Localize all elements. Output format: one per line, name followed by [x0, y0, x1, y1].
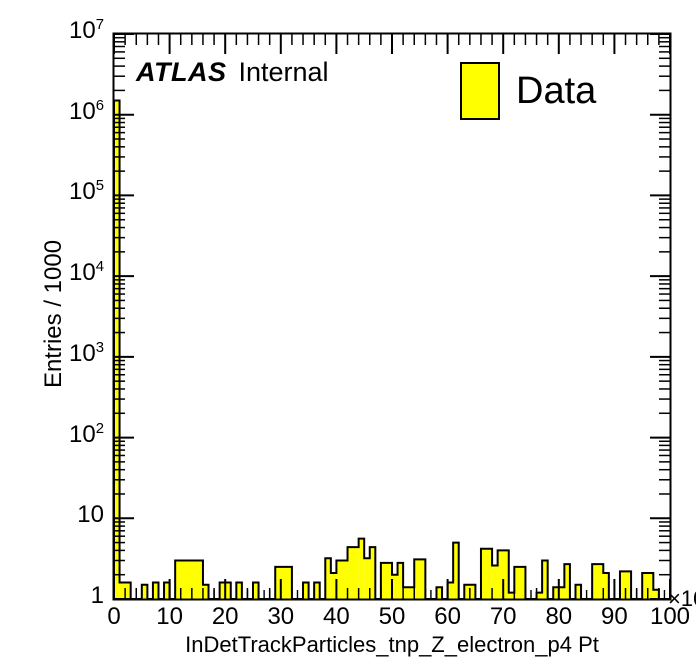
histogram-bar: [225, 582, 231, 599]
histogram-outline: [113, 99, 670, 600]
histogram-bar: [358, 538, 365, 599]
histogram-bar: [397, 562, 404, 599]
histogram-bar: [141, 584, 148, 599]
atlas-label: ATLAS: [136, 57, 227, 87]
histogram-bar: [653, 589, 659, 599]
histogram-bar: [380, 562, 392, 599]
x-exponent-base: ×10: [668, 586, 696, 611]
histogram-bar: [369, 547, 376, 599]
histogram-bar: [125, 582, 131, 599]
histogram-bar: [175, 560, 203, 599]
x-axis-exponent-label: ×103: [668, 586, 696, 612]
histogram-bar: [392, 574, 398, 599]
axis-ticks: [113, 33, 671, 600]
histogram-bar: [414, 559, 426, 599]
histogram-bar: [575, 584, 582, 599]
histogram-bar: [275, 566, 292, 599]
y-axis-title: Entries / 1000: [40, 239, 67, 389]
x-tick-label: 10: [156, 603, 183, 630]
x-tick-label: 100: [649, 603, 691, 630]
histogram-bars: [113, 99, 670, 600]
y-tick-label: 106: [69, 97, 104, 125]
histogram-bar: [497, 550, 509, 599]
histogram-bar: [303, 582, 309, 599]
atlas-watermark: ATLAS Internal: [136, 59, 329, 86]
histogram-bar: [542, 560, 548, 599]
histogram-bar: [480, 548, 493, 599]
plot-frame: [112, 32, 672, 601]
x-tick-label: 80: [545, 603, 573, 630]
histogram-bar: [236, 582, 242, 599]
histogram-bar: [514, 566, 526, 599]
histogram-bar: [603, 572, 609, 599]
histogram-bar: [536, 592, 543, 599]
x-tick-label: 50: [378, 603, 406, 630]
histogram-bar: [219, 582, 226, 599]
legend-swatch-data: [460, 62, 500, 120]
histogram-bar: [564, 564, 570, 599]
y-tick-label: 1: [90, 582, 104, 609]
histogram-bar: [164, 582, 170, 599]
histogram-bar: [114, 100, 120, 599]
histogram-bar: [453, 542, 459, 599]
x-tick-label: 30: [267, 603, 295, 630]
histogram-bar: [364, 558, 370, 599]
histogram-bar: [447, 582, 454, 599]
histogram-bar: [119, 582, 126, 599]
x-tick-label: 0: [107, 603, 121, 630]
histogram-bar: [592, 564, 604, 599]
y-tick-label: 107: [69, 17, 104, 44]
histogram-bar: [314, 582, 320, 599]
histogram-bar: [336, 560, 348, 599]
histogram-bar: [330, 572, 337, 599]
y-tick-label: 102: [69, 420, 104, 448]
histogram-bar: [492, 565, 498, 599]
y-tick-label: 10: [77, 501, 104, 529]
histogram-bar: [619, 571, 632, 599]
atlas-status-label: Internal: [238, 57, 329, 87]
legend: Data: [460, 62, 596, 120]
histogram-bar: [152, 582, 159, 599]
y-tick-label: 104: [69, 259, 104, 287]
histogram-bar: [325, 558, 331, 599]
y-tick-label: 105: [69, 178, 104, 206]
x-tick-label: 40: [323, 603, 350, 630]
x-tick-label: 20: [211, 603, 239, 630]
histogram-bar: [347, 547, 359, 599]
x-tick-label: 60: [434, 603, 461, 630]
histogram-bar: [436, 587, 443, 599]
x-tick-label: 70: [489, 603, 517, 630]
y-tick-label: 103: [69, 339, 104, 367]
histogram-bar: [508, 592, 515, 599]
x-tick-label: 90: [601, 603, 628, 630]
histogram-bar: [253, 582, 259, 599]
histogram-bar: [642, 572, 654, 599]
histogram-bar: [202, 584, 209, 599]
legend-entry-label: Data: [516, 70, 597, 112]
x-axis-title: InDetTrackParticles_tnp_Z_electron_p4 Pt: [185, 632, 599, 657]
histogram-bar: [403, 587, 415, 599]
